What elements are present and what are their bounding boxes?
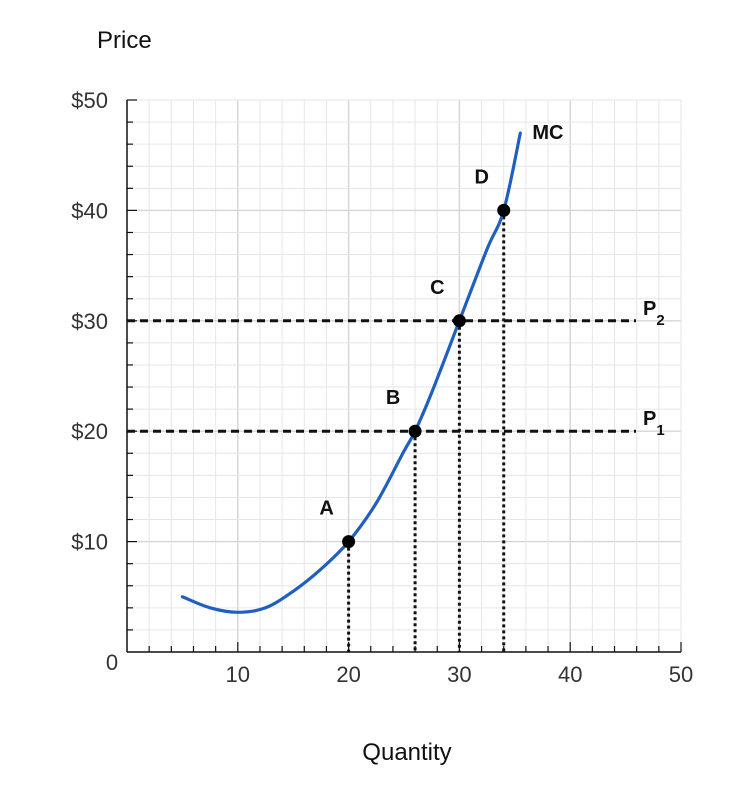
y-tick-label: $20 (71, 419, 108, 444)
axes (126, 99, 682, 653)
point-label: B (386, 387, 400, 409)
x-tick-label: 30 (447, 662, 471, 687)
point-marker (452, 314, 466, 328)
point-marker (497, 203, 511, 217)
y-tick-label: $40 (71, 198, 108, 223)
point-label: D (474, 166, 488, 188)
point-marker (342, 535, 356, 549)
point-marker (408, 424, 422, 438)
mc-curve-group: MC (180, 122, 563, 614)
y-axis-title: Price (97, 27, 152, 54)
points: A B C D (319, 166, 511, 549)
price-line-label: P1 (643, 408, 665, 439)
grid (127, 99, 682, 652)
mc-curve (180, 131, 522, 614)
point-label: C (430, 277, 444, 299)
mc-curve-label: MC (532, 122, 563, 144)
x-tick-label: 40 (558, 662, 582, 687)
x-tick-label: 20 (336, 662, 360, 687)
x-tick-label: 10 (226, 662, 250, 687)
x-tick-label: 50 (669, 662, 693, 687)
y-tick-label: $50 (71, 88, 108, 113)
x-axis-title: Quantity (362, 739, 451, 766)
tick-labels: $10 $20 $30 $40 $50 0 10 20 30 40 50 (71, 88, 693, 687)
guide-lines: P2 P1 (127, 210, 665, 652)
price-line-label: P2 (643, 298, 665, 329)
y-tick-label: $10 (71, 530, 108, 555)
x-tick-label: 0 (106, 650, 118, 675)
point-label: A (319, 498, 333, 520)
y-tick-label: $30 (71, 309, 108, 334)
